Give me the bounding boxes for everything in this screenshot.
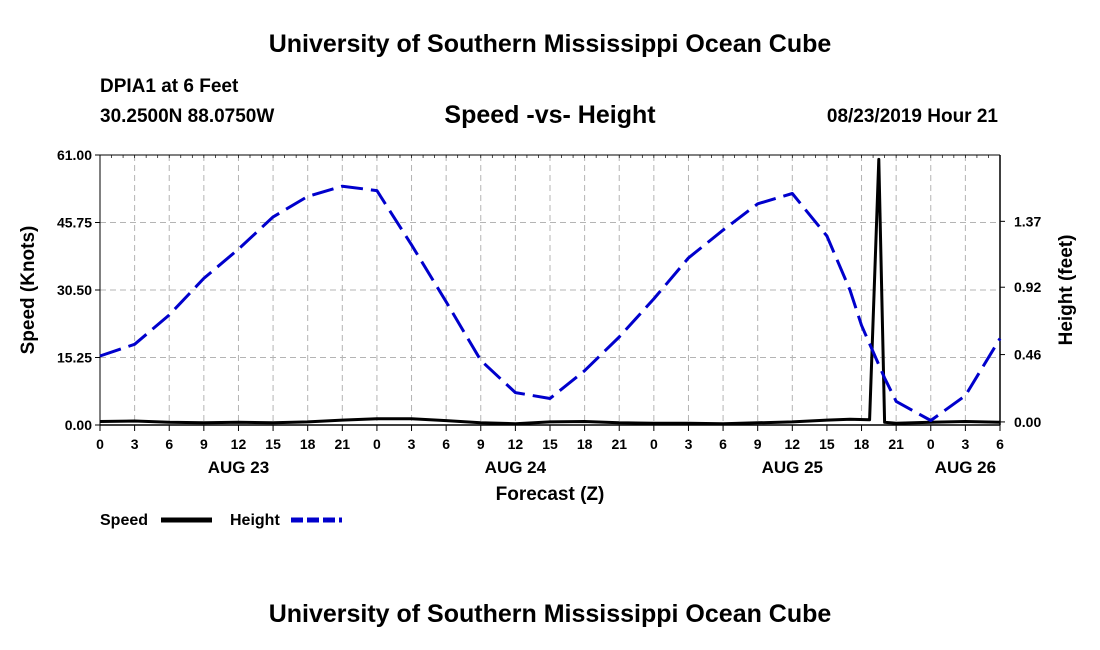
x-axis-label: Forecast (Z) [496,484,605,505]
x-tick-label: 21 [611,436,627,452]
x-tick-label: 15 [542,436,558,452]
legend: Speed Height [100,512,342,529]
x-tick-label: 21 [335,436,351,452]
x-tick-label: 6 [719,436,727,452]
x-tick-label: 0 [927,436,935,452]
page-title: University of Southern Mississippi Ocean… [268,30,832,58]
chart-title: Speed -vs- Height [444,101,656,129]
x-tick-label: 18 [300,436,316,452]
y2-tick-label: 0.00 [1014,414,1041,430]
height-series-line [99,184,1002,422]
x-tick-label: 9 [477,436,485,452]
legend-speed-label: Speed [100,512,148,529]
y-tick-label: 45.75 [57,215,92,231]
y2-tick-label: 0.46 [1014,347,1041,363]
coordinates-label: 30.2500N 88.0750W [100,106,275,127]
x-tick-label: 6 [442,436,450,452]
y2-tick-label: 0.92 [1014,279,1041,295]
x-tick-label: 6 [165,436,173,452]
y2-tick-label: 1.37 [1014,213,1041,229]
datetime-label: 08/23/2019 Hour 21 [826,106,998,127]
x-tick-label: 9 [754,436,762,452]
y2-axis-label: Height (feet) [1056,235,1077,346]
x-tick-label: 21 [888,436,904,452]
x-tick-label: 0 [96,436,104,452]
x-tick-label: 15 [819,436,835,452]
y-tick-label: 0.00 [65,417,92,433]
x-tick-label: 15 [265,436,281,452]
y-tick-label: 61.00 [57,147,92,163]
date-label: AUG 23 [208,458,269,477]
x-tick-label: 12 [508,436,524,452]
x-tick-label: 12 [231,436,247,452]
y-tick-label: 30.50 [57,282,92,298]
x-tick-label: 3 [961,436,969,452]
x-tick-label: 12 [785,436,801,452]
date-label: AUG 25 [762,458,823,477]
x-tick-label: 3 [685,436,693,452]
station-label: DPIA1 at 6 Feet [100,76,239,97]
x-tick-label: 18 [577,436,593,452]
legend-height-label: Height [230,512,280,529]
x-tick-label: 0 [373,436,381,452]
date-label: AUG 26 [935,458,996,477]
series-lines [99,157,1002,426]
x-tick-label: 6 [996,436,1004,452]
x-tick-label: 3 [408,436,416,452]
y-tick-label: 15.25 [57,350,92,366]
y-axis-label: Speed (Knots) [18,226,39,355]
x-tick-label: 3 [131,436,139,452]
axes: 0 3 6 9 12 15 18 21 0 3 6 9 12 15 18 21 0 3 6 9 12 15 18 21 0 3 6A… [57,147,1042,477]
grid-lines [100,155,1000,425]
x-tick-label: 9 [200,436,208,452]
date-label: AUG 24 [485,458,547,477]
x-tick-label: 18 [854,436,870,452]
footer-title: University of Southern Mississippi Ocean… [268,600,832,628]
x-tick-label: 0 [650,436,658,452]
speed-series-line [99,157,1001,426]
